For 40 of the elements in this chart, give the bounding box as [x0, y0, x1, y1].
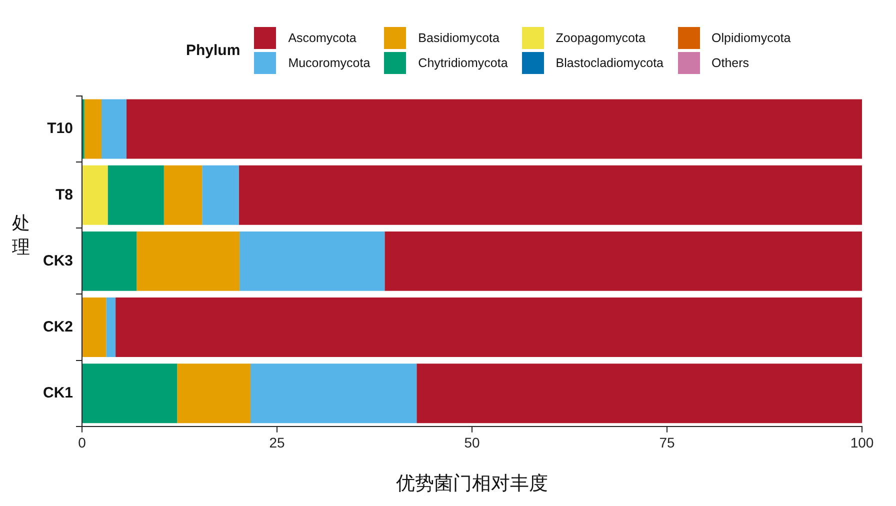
y-tick-label: T8	[55, 186, 74, 204]
bar	[106, 298, 116, 358]
bar	[384, 231, 862, 291]
y-tick-label: T10	[47, 120, 74, 138]
x-tick-label: 75	[659, 434, 675, 451]
legend-label: Blastocladiomycota	[556, 56, 664, 70]
legend-label: Mucoromycota	[288, 56, 370, 70]
bar	[108, 165, 164, 225]
bar	[177, 364, 250, 424]
bar	[82, 298, 106, 358]
legend-title: Phylum	[186, 42, 240, 59]
legend-label: Basidiomycota	[418, 31, 500, 45]
legend-label: Olpidiomycota	[712, 31, 791, 45]
bar	[126, 99, 862, 159]
bar	[164, 165, 202, 225]
bar	[84, 99, 102, 159]
bar	[82, 165, 108, 225]
bar	[82, 231, 137, 291]
bar	[136, 231, 240, 291]
bar	[116, 298, 862, 358]
x-tick-label: 100	[850, 434, 874, 451]
bar	[238, 165, 862, 225]
y-tick-label: CK1	[42, 384, 74, 402]
legend-label: Zoopagomycota	[556, 31, 646, 45]
x-axis-title: 优势菌门相对丰度	[396, 472, 548, 495]
bar	[250, 364, 417, 424]
y-tick-label: CK3	[42, 252, 74, 270]
bar	[82, 364, 178, 424]
bar	[240, 231, 385, 291]
x-tick-label: 50	[464, 434, 480, 451]
y-axis-title: 处理	[12, 212, 31, 260]
y-tick-label: CK2	[42, 318, 74, 336]
bar	[416, 364, 862, 424]
legend-label: Chytridiomycota	[418, 56, 508, 70]
x-tick-label: 0	[78, 434, 86, 451]
bar	[202, 165, 239, 225]
legend-label: Others	[712, 56, 750, 70]
bar	[102, 99, 126, 159]
legend-label: Ascomycota	[288, 31, 356, 45]
x-tick-label: 25	[269, 434, 286, 451]
